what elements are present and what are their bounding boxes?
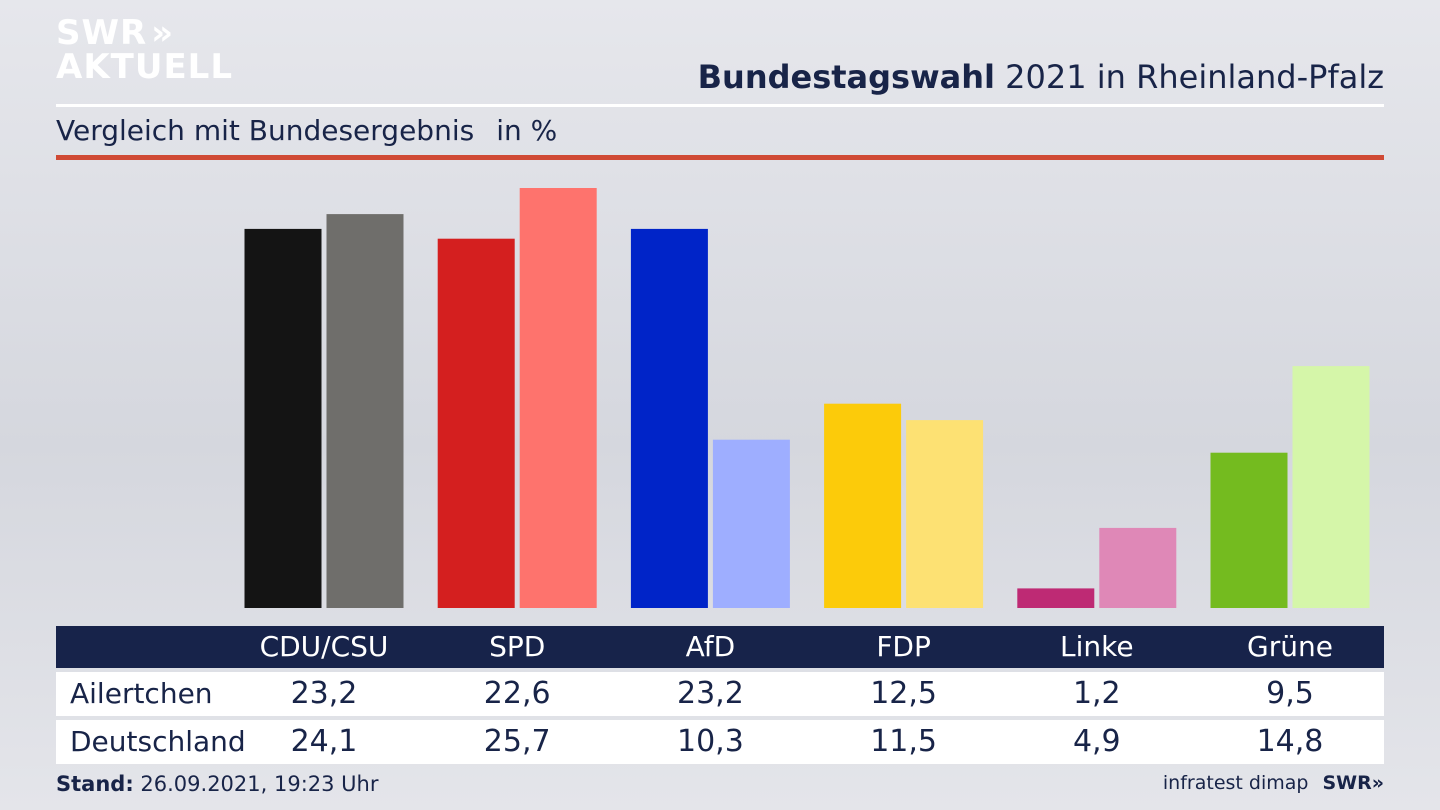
swr-aktuell-logo: SWR» AKTUELL (56, 16, 233, 84)
chart-title: Bundestagswahl 2021 in Rheinland-Pfalz (698, 58, 1384, 96)
bar-linke-deutschland (1099, 527, 1177, 608)
bar-spd-ailertchen (437, 238, 515, 608)
table-header-row: CDU/CSU SPD AfD FDP Linke Grüne (56, 626, 1384, 668)
bar-afd-deutschland (712, 439, 790, 608)
data-label: 14,8 (1256, 724, 1324, 759)
unit-label: in % (496, 114, 558, 147)
bar-gr-ne-ailertchen (1210, 452, 1288, 608)
series-label: Ailertchen (70, 677, 213, 710)
bar-chart (244, 188, 1370, 608)
bar-cdu-csu-deutschland (326, 214, 404, 608)
bar-cdu-csu-ailertchen (244, 228, 322, 608)
category-label: FDP (876, 630, 931, 663)
data-label: 24,1 (290, 724, 358, 759)
data-label: 9,5 (1266, 676, 1314, 711)
data-label: 23,2 (676, 676, 744, 711)
data-label: 10,3 (676, 724, 744, 759)
logo-swr-text: SWR (56, 13, 148, 53)
data-label: 4,9 (1072, 724, 1121, 759)
logo-aktuell-text: AKTUELL (56, 47, 234, 87)
stand-label: Stand: (56, 772, 134, 796)
subtitle-divider (56, 155, 1384, 160)
data-label: 22,6 (483, 676, 551, 711)
chart-title-rest: 2021 in Rheinland-Pfalz (995, 58, 1384, 96)
data-label: 23,2 (290, 676, 358, 711)
bar-afd-ailertchen (630, 228, 708, 608)
bar-linke-ailertchen (1017, 588, 1095, 608)
table-row: Ailertchen 23,2 22,6 23,2 12,5 1,2 9,5 (56, 672, 1384, 716)
table-row: Deutschland 24,1 25,7 10,3 11,5 4,9 14,8 (56, 720, 1384, 764)
category-label: Linke (1060, 630, 1134, 663)
data-label: 12,5 (870, 676, 937, 711)
timestamp: Stand: 26.09.2021, 19:23 Uhr (56, 772, 379, 796)
bar-gr-ne-deutschland (1292, 366, 1370, 608)
chart-subtitle: Vergleich mit Bundesergebnis in % (56, 114, 557, 147)
data-label: 11,5 (870, 724, 937, 759)
bar-spd-deutschland (519, 188, 597, 608)
category-label: CDU/CSU (259, 630, 389, 663)
stand-value: 26.09.2021, 19:23 Uhr (133, 772, 379, 796)
subtitle-text: Vergleich mit Bundesergebnis (56, 114, 475, 147)
series-label: Deutschland (70, 725, 246, 758)
bar-fdp-ailertchen (824, 403, 902, 608)
category-label: Grüne (1247, 630, 1333, 663)
chart-title-bold: Bundestagswahl (697, 58, 995, 96)
category-label: AfD (685, 630, 736, 663)
data-label: 1,2 (1072, 676, 1121, 711)
swr-brand-logo: SWR» (1322, 772, 1384, 794)
title-divider (56, 104, 1384, 107)
results-table: CDU/CSU SPD AfD FDP Linke Grüne Ailertchen 23,… (56, 626, 1384, 764)
category-label: SPD (489, 630, 546, 663)
source-credit: infratest dimap SWR» (1163, 772, 1384, 794)
bar-fdp-deutschland (906, 420, 984, 608)
data-label: 25,7 (483, 724, 551, 759)
source-text: infratest dimap (1162, 772, 1309, 794)
